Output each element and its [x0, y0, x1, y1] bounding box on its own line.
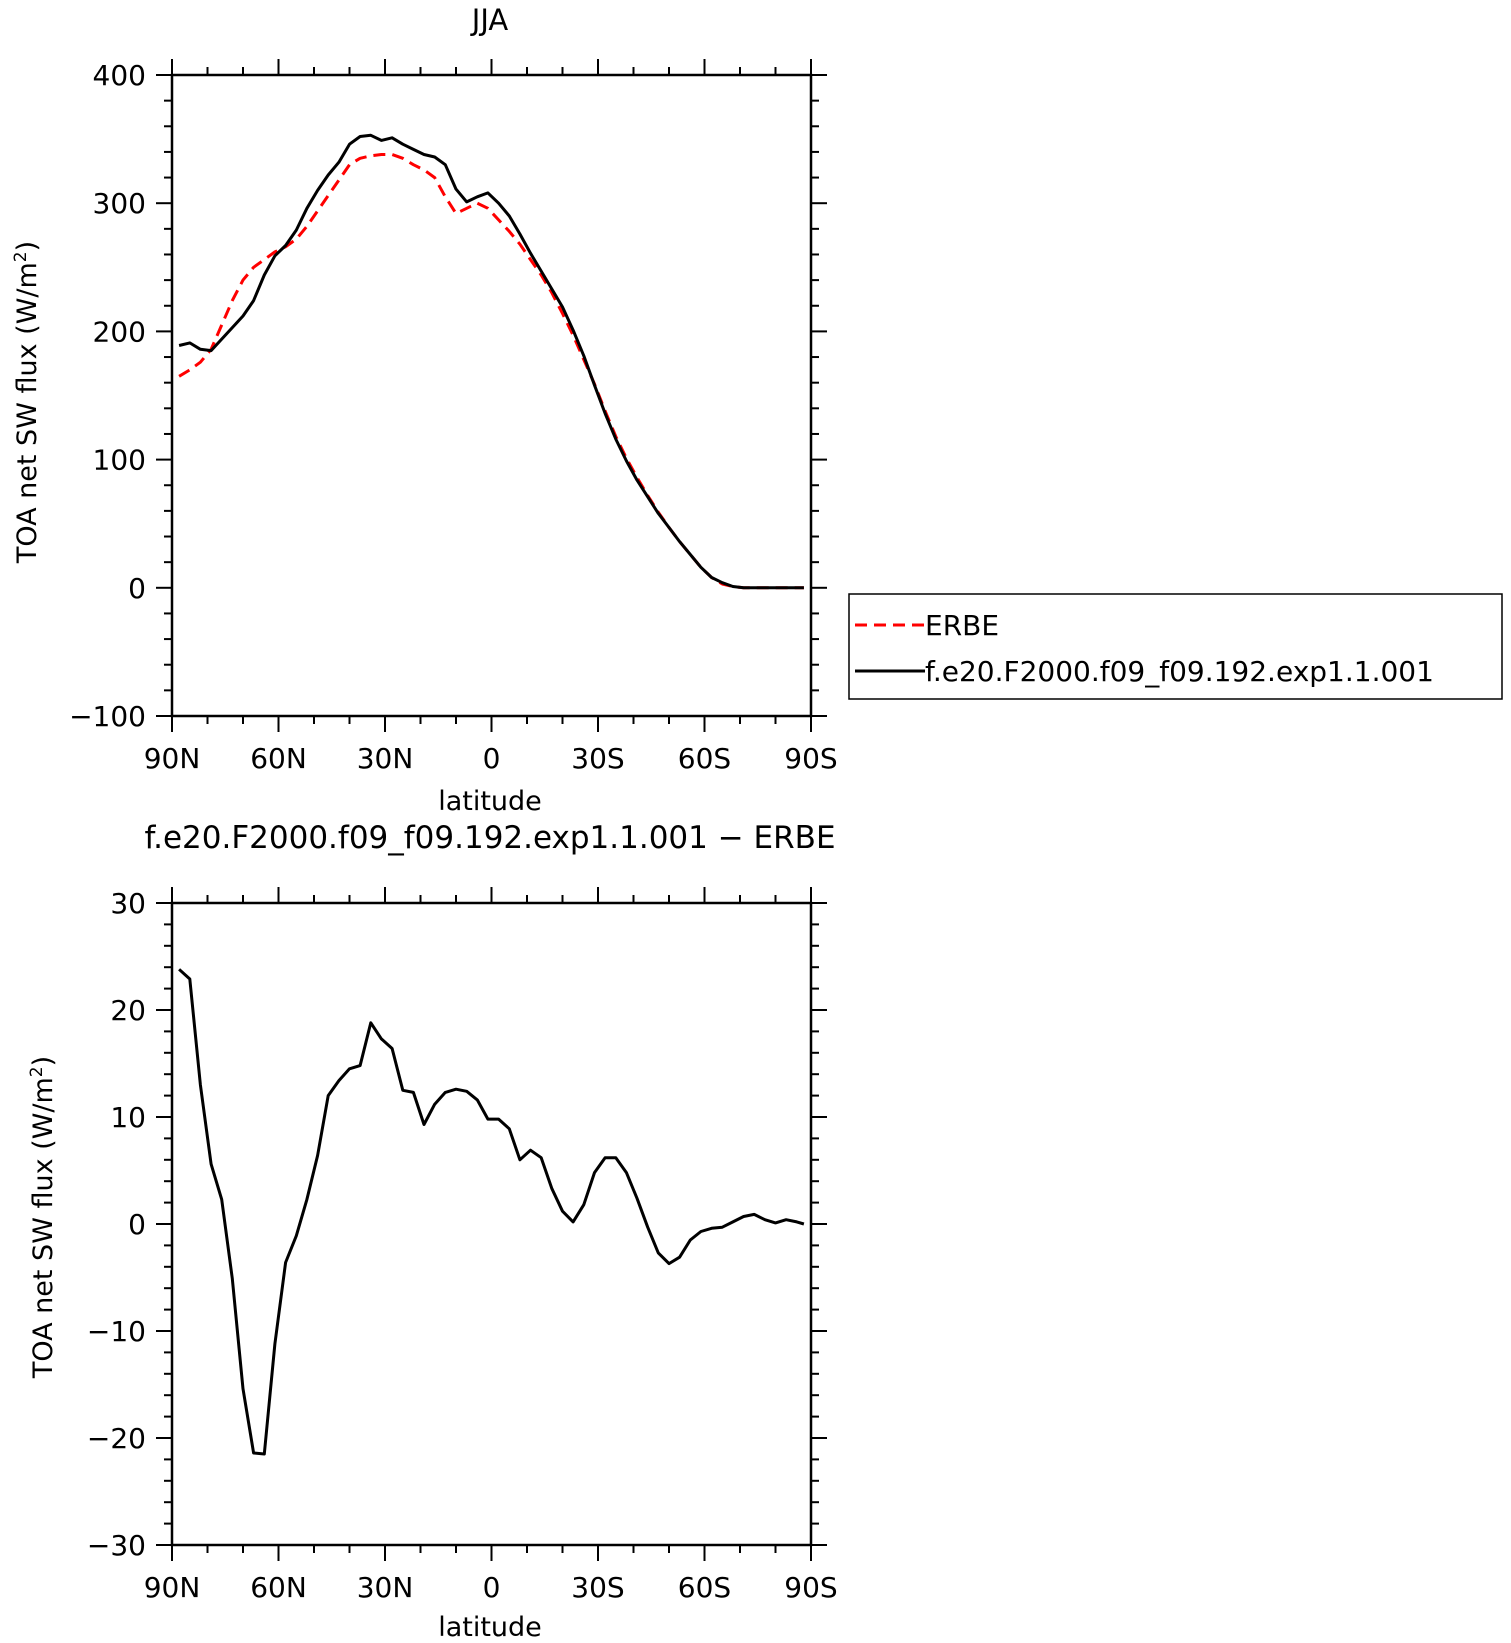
bottom-panel-ytick-label: 10 [110, 1101, 146, 1134]
top-panel-xtick-label: 60S [678, 742, 731, 775]
legend-label-erbe: ERBE [925, 609, 999, 642]
bottom-panel: f.e20.F2000.f09_f09.192.exp1.1.001 − ERB… [27, 820, 838, 1643]
bottom-panel-y-axis-label-close: ) [28, 1056, 59, 1067]
top-panel-plot-area: −100 0 100 200 300 400 90N 60N 30N 0 30S 60S 90S [69, 59, 838, 775]
top-panel-xtick-label: 90N [144, 742, 201, 775]
top-panel-xtick-label: 30S [571, 742, 624, 775]
bottom-panel-xtick-label: 30N [357, 1571, 414, 1604]
bottom-panel-ytick-label: 30 [110, 887, 146, 920]
top-panel-series-line-1 [178, 153, 804, 590]
bottom-panel-xtick-label: 60S [678, 1571, 731, 1604]
top-panel-ytick-label: −100 [69, 700, 146, 733]
bottom-panel-ytick-label: −30 [87, 1529, 146, 1562]
top-panel-y-axis-label: TOA net SW flux (W/m2) [11, 241, 43, 564]
bottom-panel-series-line-1 [178, 968, 805, 1456]
bottom-panel-xtick-label: 0 [483, 1571, 501, 1604]
top-panel: JJA −100 0 100 200 300 400 90N 60N 30N 0 30S 60S 90S… [11, 3, 838, 817]
bottom-panel-ytick-label: 0 [128, 1208, 146, 1241]
top-panel-title: JJA [470, 3, 509, 37]
bottom-panel-y-axis-label-text: TOA net SW flux (W/m [28, 1077, 59, 1379]
top-panel-xtick-label: 30N [357, 742, 414, 775]
bottom-panel-y-axis-label-superscript: 2 [27, 1066, 47, 1077]
top-panel-xtick-label: 90S [784, 742, 837, 775]
bottom-panel-ytick-label: −10 [87, 1315, 146, 1348]
bottom-panel-xtick-label: 60N [250, 1571, 307, 1604]
top-panel-y-axis-label-superscript: 2 [11, 251, 31, 262]
bottom-panel-title: f.e20.F2000.f09_f09.192.exp1.1.001 − ERB… [144, 820, 835, 856]
top-panel-ytick-label: 0 [128, 572, 146, 605]
bottom-panel-xtick-label: 90S [784, 1571, 837, 1604]
bottom-panel-xtick-label: 30S [571, 1571, 624, 1604]
top-panel-y-axis-label-close: ) [12, 241, 43, 252]
legend: ERBE f.e20.F2000.f09_f09.192.exp1.1.001 [848, 593, 1503, 700]
top-panel-y-axis-label-text: TOA net SW flux (W/m [12, 262, 43, 564]
top-panel-frame [170, 73, 813, 718]
bottom-panel-frame [170, 901, 813, 1547]
bottom-panel-ytick-label: −20 [87, 1422, 146, 1455]
top-panel-x-axis-label: latitude [438, 786, 542, 817]
top-panel-ytick-label: 300 [93, 187, 146, 220]
bottom-panel-y-axis-label: TOA net SW flux (W/m2) [27, 1056, 59, 1379]
top-panel-series-line-2 [178, 133, 804, 590]
bottom-panel-plot-area: −30 −20 −10 0 10 20 30 90N 60N 30N 0 30S 60S 90S [87, 887, 838, 1604]
legend-label-model: f.e20.F2000.f09_f09.192.exp1.1.001 [925, 655, 1434, 688]
top-panel-ytick-label: 200 [93, 315, 146, 348]
top-panel-ytick-label: 100 [93, 444, 146, 477]
top-panel-xtick-label: 60N [250, 742, 307, 775]
top-panel-xtick-label: 0 [483, 742, 501, 775]
legend-box [848, 593, 1503, 700]
bottom-panel-x-axis-label: latitude [438, 1612, 542, 1643]
bottom-panel-ytick-label: 20 [110, 994, 146, 1027]
top-panel-ytick-label: 400 [93, 59, 146, 92]
bottom-panel-xtick-label: 90N [144, 1571, 201, 1604]
